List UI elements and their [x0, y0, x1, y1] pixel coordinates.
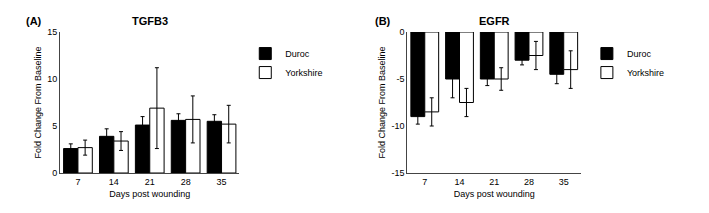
svg-text:Yorkshire: Yorkshire — [285, 68, 322, 78]
svg-text:Fold Change From Baseline: Fold Change From Baseline — [377, 46, 387, 158]
svg-text:-5: -5 — [397, 74, 405, 84]
svg-text:35: 35 — [559, 177, 569, 187]
svg-text:TGFB3: TGFB3 — [132, 15, 168, 27]
svg-text:0: 0 — [52, 168, 57, 178]
svg-text:10: 10 — [47, 74, 57, 84]
svg-text:28: 28 — [524, 177, 534, 187]
svg-text:5: 5 — [52, 121, 57, 131]
svg-text:-15: -15 — [392, 168, 405, 178]
svg-text:21: 21 — [489, 177, 499, 187]
svg-text:7: 7 — [75, 177, 80, 187]
svg-text:EGFR: EGFR — [479, 15, 510, 27]
svg-text:Duroc: Duroc — [627, 49, 652, 59]
svg-text:14: 14 — [455, 177, 465, 187]
svg-text:14: 14 — [109, 177, 119, 187]
svg-text:-10: -10 — [392, 121, 405, 131]
svg-text:15: 15 — [47, 27, 57, 37]
svg-text:Yorkshire: Yorkshire — [627, 68, 664, 78]
svg-text:21: 21 — [145, 177, 155, 187]
svg-text:0: 0 — [400, 27, 405, 37]
svg-text:Days post wounding: Days post wounding — [109, 189, 190, 199]
svg-text:Fold Change From Baseline: Fold Change From Baseline — [33, 46, 43, 158]
svg-text:(B): (B) — [375, 15, 391, 27]
svg-text:28: 28 — [181, 177, 191, 187]
svg-text:7: 7 — [422, 177, 427, 187]
svg-text:Days post wounding: Days post wounding — [454, 189, 535, 199]
svg-text:35: 35 — [217, 177, 227, 187]
svg-text:Duroc: Duroc — [285, 49, 310, 59]
svg-text:(A): (A) — [26, 15, 42, 27]
